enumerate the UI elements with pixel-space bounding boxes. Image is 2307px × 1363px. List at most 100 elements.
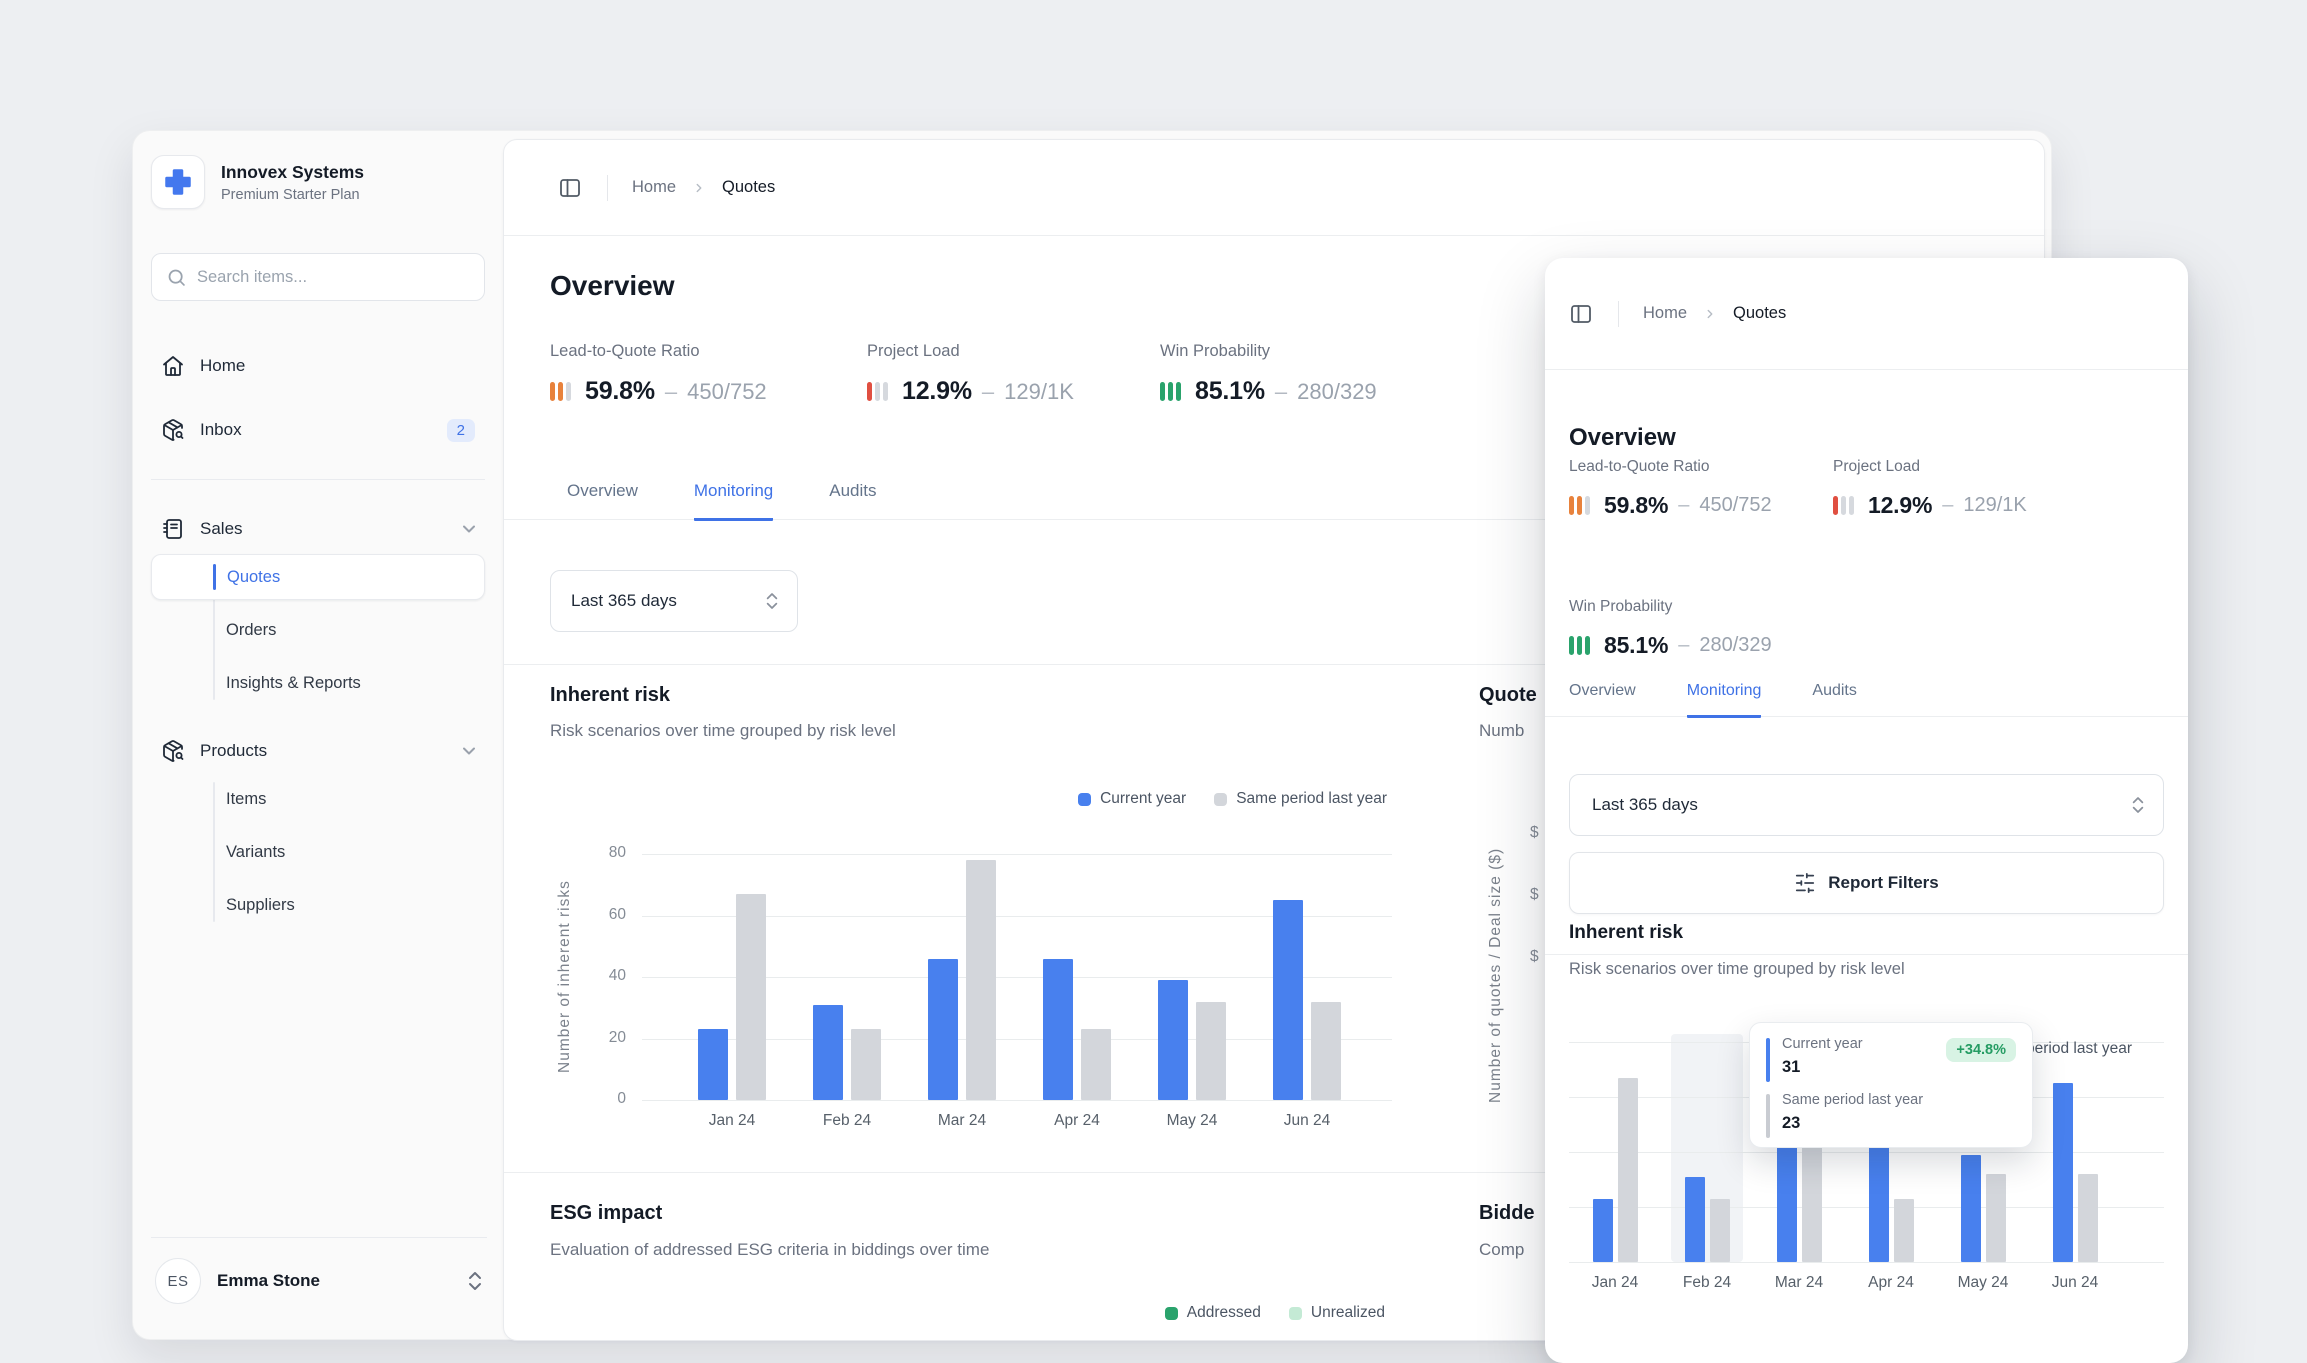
chart-bar[interactable]	[1985, 1174, 2006, 1262]
kpi-separator: –	[981, 378, 995, 404]
chart-gridline	[1569, 1207, 2164, 1208]
sidebar-group-products[interactable]: Products	[151, 728, 485, 774]
report-filters-button[interactable]: Report Filters	[1569, 852, 2164, 914]
sidebar-item-inbox[interactable]: Inbox 2	[151, 407, 485, 453]
breadcrumb-home[interactable]: Home	[632, 178, 677, 196]
chart-x-label: Mar 24	[937, 1112, 987, 1129]
chart-x-label: Apr 24	[1054, 1112, 1100, 1129]
plus-logo-icon	[165, 169, 191, 195]
sidebar-group-sales[interactable]: Sales	[151, 506, 485, 552]
chart-bar[interactable]	[1868, 1135, 1889, 1262]
sidebar-item-orders[interactable]: Orders	[151, 607, 485, 653]
panel-left-toggle-icon[interactable]	[1569, 302, 1593, 326]
sliders-icon	[1796, 872, 1815, 894]
sales-subitems: Quotes Orders Insights & Reports	[151, 554, 485, 706]
search-input[interactable]	[197, 267, 470, 287]
sidebar-item-insights-reports[interactable]: Insights & Reports	[151, 660, 485, 706]
kpi-label: Project Load	[867, 342, 960, 360]
chart-bar[interactable]	[1196, 1001, 1226, 1100]
kpi-label: Lead-to-Quote Ratio	[550, 342, 700, 360]
content-header: Home Quotes	[504, 140, 2044, 236]
breadcrumb-home[interactable]: Home	[1643, 304, 1688, 322]
inherent-risk-chart: Current year Same period last year Numbe…	[554, 760, 1404, 1180]
tab-monitoring[interactable]: Monitoring	[693, 481, 774, 521]
chart-bar[interactable]	[2077, 1174, 2098, 1262]
tooltip-value: 31	[1782, 1058, 1801, 1076]
tooltip-row-last-year: Same period last year 23	[1766, 1092, 2016, 1138]
avatar: ES	[155, 1258, 201, 1304]
chart-gridline	[1569, 1262, 2164, 1263]
org-switcher[interactable]: Innovex Systems Premium Starter Plan	[151, 155, 485, 209]
tab-bar: Overview Monitoring Audits	[504, 481, 2044, 521]
kpi-bar	[1585, 636, 1590, 655]
chart-bar[interactable]	[1960, 1154, 1981, 1262]
chart-bar[interactable]	[1158, 980, 1188, 1100]
chart-bar[interactable]	[1311, 1001, 1341, 1100]
sidebar: Innovex Systems Premium Starter Plan Hom…	[133, 131, 503, 1339]
kpi-bar	[1833, 496, 1838, 515]
kpi-bar	[550, 382, 555, 401]
kpi-bars-icon	[867, 382, 888, 401]
tab-overview[interactable]: Overview	[1569, 682, 1636, 699]
sidebar-item-suppliers[interactable]: Suppliers	[151, 882, 485, 928]
chart-bar[interactable]	[1081, 1029, 1111, 1100]
quotes-tick-fragment: $	[1530, 886, 1539, 903]
kpi-detail: 129/1K	[1004, 378, 1074, 404]
tooltip-label: Current year	[1782, 1036, 1863, 1052]
kpi-bar	[1577, 636, 1582, 655]
chart-bar[interactable]	[1776, 1135, 1797, 1262]
legend-item-current-year: Current year	[1078, 790, 1186, 808]
chart-bar[interactable]	[1043, 958, 1073, 1100]
chart-bar[interactable]	[928, 958, 958, 1100]
user-menu[interactable]: ES Emma Stone	[151, 1258, 487, 1304]
chart-bar[interactable]	[1684, 1176, 1705, 1262]
chart-bar[interactable]	[1617, 1077, 1638, 1262]
chart-bar[interactable]	[1709, 1198, 1730, 1262]
inherent-risk-title: Inherent risk	[1569, 922, 1684, 943]
chart-gridline	[642, 1100, 1392, 1101]
chart-tick-label: 20	[608, 1028, 626, 1046]
chart-tick-label: 40	[608, 967, 626, 984]
chart-x-label: Apr 24	[1868, 1274, 1914, 1291]
panel-left-toggle-icon[interactable]	[558, 176, 582, 200]
chart-bar[interactable]	[851, 1029, 881, 1100]
tab-audits[interactable]: Audits	[829, 481, 877, 500]
sidebar-search[interactable]	[151, 253, 485, 301]
tab-overview[interactable]: Overview	[567, 481, 638, 500]
chart-bar[interactable]	[698, 1029, 728, 1100]
chart-bar[interactable]	[813, 1004, 843, 1100]
delta-badge: +34.8%	[1946, 1038, 2016, 1062]
kpi-bar	[1577, 496, 1582, 515]
kpi-bars-icon	[1833, 496, 1854, 515]
tooltip-label: Same period last year	[1782, 1092, 1924, 1108]
sidebar-footer: ES Emma Stone	[151, 1237, 487, 1304]
package-search-icon	[163, 419, 184, 441]
kpi-separator: –	[1678, 634, 1690, 656]
date-range-select[interactable]: Last 365 days	[550, 570, 798, 632]
tab-monitoring[interactable]: Monitoring	[1686, 682, 1762, 718]
chart-bar[interactable]	[2052, 1083, 2073, 1262]
date-range-select[interactable]: Last 365 days	[1569, 774, 2164, 836]
chart-bar[interactable]	[1273, 900, 1303, 1100]
sidebar-item-home[interactable]: Home	[151, 343, 485, 389]
chart-x-label: Mar 24	[1774, 1274, 1824, 1291]
sidebar-item-items[interactable]: Items	[151, 776, 485, 822]
chart-bar[interactable]	[1592, 1198, 1613, 1262]
kpi-separator: –	[664, 378, 678, 404]
section-divider	[1545, 954, 2188, 955]
sidebar-item-quotes[interactable]: Quotes	[151, 554, 485, 600]
chart-bar[interactable]	[1893, 1198, 1914, 1262]
tab-bar: Overview Monitoring Audits	[1545, 682, 2188, 718]
inbox-badge: 2	[446, 418, 475, 442]
chevrons-up-down-icon	[469, 1272, 481, 1290]
chart-bar[interactable]	[966, 860, 996, 1100]
chevron-down-icon	[463, 525, 475, 533]
chart-bar[interactable]	[736, 893, 766, 1100]
kpi-value: 12.9%	[1868, 492, 1933, 518]
report-filters-label: Report Filters	[1828, 873, 1939, 892]
chart-legend: Current year Same period last year	[1078, 790, 1387, 808]
sidebar-item-variants[interactable]: Variants	[151, 829, 485, 875]
package-search-icon	[163, 740, 184, 762]
tab-audits[interactable]: Audits	[1812, 682, 1857, 699]
sidebar-nav: Home Inbox 2	[151, 343, 485, 453]
